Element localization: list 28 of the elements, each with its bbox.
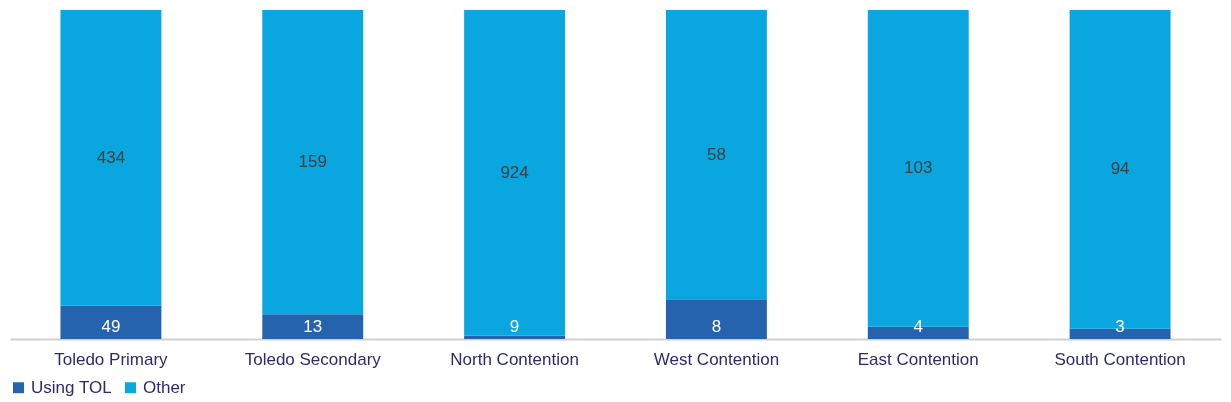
annotation: 94	[1110, 159, 1130, 179]
annotation: 8	[711, 317, 722, 336]
x-tick-label: West Contention	[653, 349, 780, 369]
bar	[464, 335, 566, 339]
annotation: 58	[706, 144, 726, 164]
bar	[665, 10, 767, 300]
x-tick-label: Toledo Primary	[54, 349, 169, 369]
x-tick-label: Toledo Secondary	[244, 349, 382, 369]
annotation: 103	[904, 158, 933, 178]
x-tick-label: South Contention	[1054, 349, 1186, 369]
annotation: 434	[96, 147, 126, 167]
legend-label: Other	[143, 377, 186, 397]
annotation: 49	[101, 317, 121, 336]
annotation: 13	[303, 317, 323, 336]
bar	[665, 299, 767, 339]
bar	[262, 314, 364, 339]
annotation: 159	[298, 152, 327, 172]
annotation: 3	[1115, 317, 1125, 336]
annotation: 924	[500, 162, 529, 182]
legend-label: Using TOL	[31, 377, 112, 397]
annotation: 9	[509, 317, 520, 336]
bar	[60, 305, 162, 339]
annotation: 4	[913, 317, 923, 336]
bar	[464, 10, 566, 336]
x-tick-label: East Contention	[857, 349, 979, 369]
bar	[262, 10, 364, 315]
x-tick-label: North Contention	[450, 349, 579, 369]
bar	[60, 10, 162, 306]
